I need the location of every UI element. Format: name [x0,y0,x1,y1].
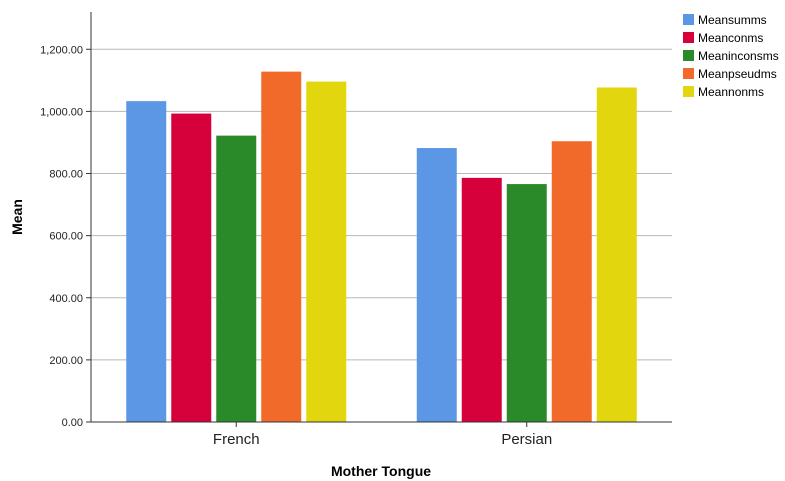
x-tick-label: French [213,431,260,448]
legend-label: Meaninconsms [698,49,779,63]
legend-swatch [683,50,694,61]
bar-meaninconsms-persian [506,184,547,422]
y-tick-label: 400.00 [49,293,83,305]
bar-meansumms-french [126,101,167,423]
bar-meanpseudms-persian [551,141,592,422]
y-tick-labels: 0.00 200.00 400.00 600.00 800.00 1,000.00 1,20… [40,44,91,429]
y-tick-label: 200.00 [49,355,83,367]
bar-meanconms-french [171,113,212,423]
y-tick-label: 1,200.00 [40,44,83,56]
bar-meanpseudms-french [261,71,302,423]
y-tick-label: 1,000.00 [40,106,83,118]
y-tick-label: 600.00 [49,231,83,243]
legend-swatch [683,68,694,79]
legend-label: Meanpseudms [698,67,777,81]
legend-swatch [683,32,694,43]
legend: Meansumms Meanconms Meaninconsms Meanpseudm… [683,13,779,99]
legend-swatch [683,86,694,97]
legend-swatch [683,14,694,25]
bar-meaninconsms-french [216,135,257,422]
bar-meanconms-persian [461,177,502,422]
x-axis-title: Mother Tongue [331,463,431,479]
bars [126,71,637,423]
y-tick-label: 0.00 [62,417,83,429]
bar-meannonms-french [306,81,347,423]
x-tick-labels: French Persian [213,422,552,448]
y-axis-title: Mean [9,199,25,235]
axes [90,12,672,423]
legend-label: Meansumms [698,13,767,27]
legend-label: Meanconms [698,31,763,45]
bar-meannonms-persian [596,87,637,423]
bar-meansumms-persian [416,148,457,422]
legend-label: Meannonms [698,85,764,99]
y-tick-label: 800.00 [49,169,83,181]
x-tick-label: Persian [501,431,552,448]
